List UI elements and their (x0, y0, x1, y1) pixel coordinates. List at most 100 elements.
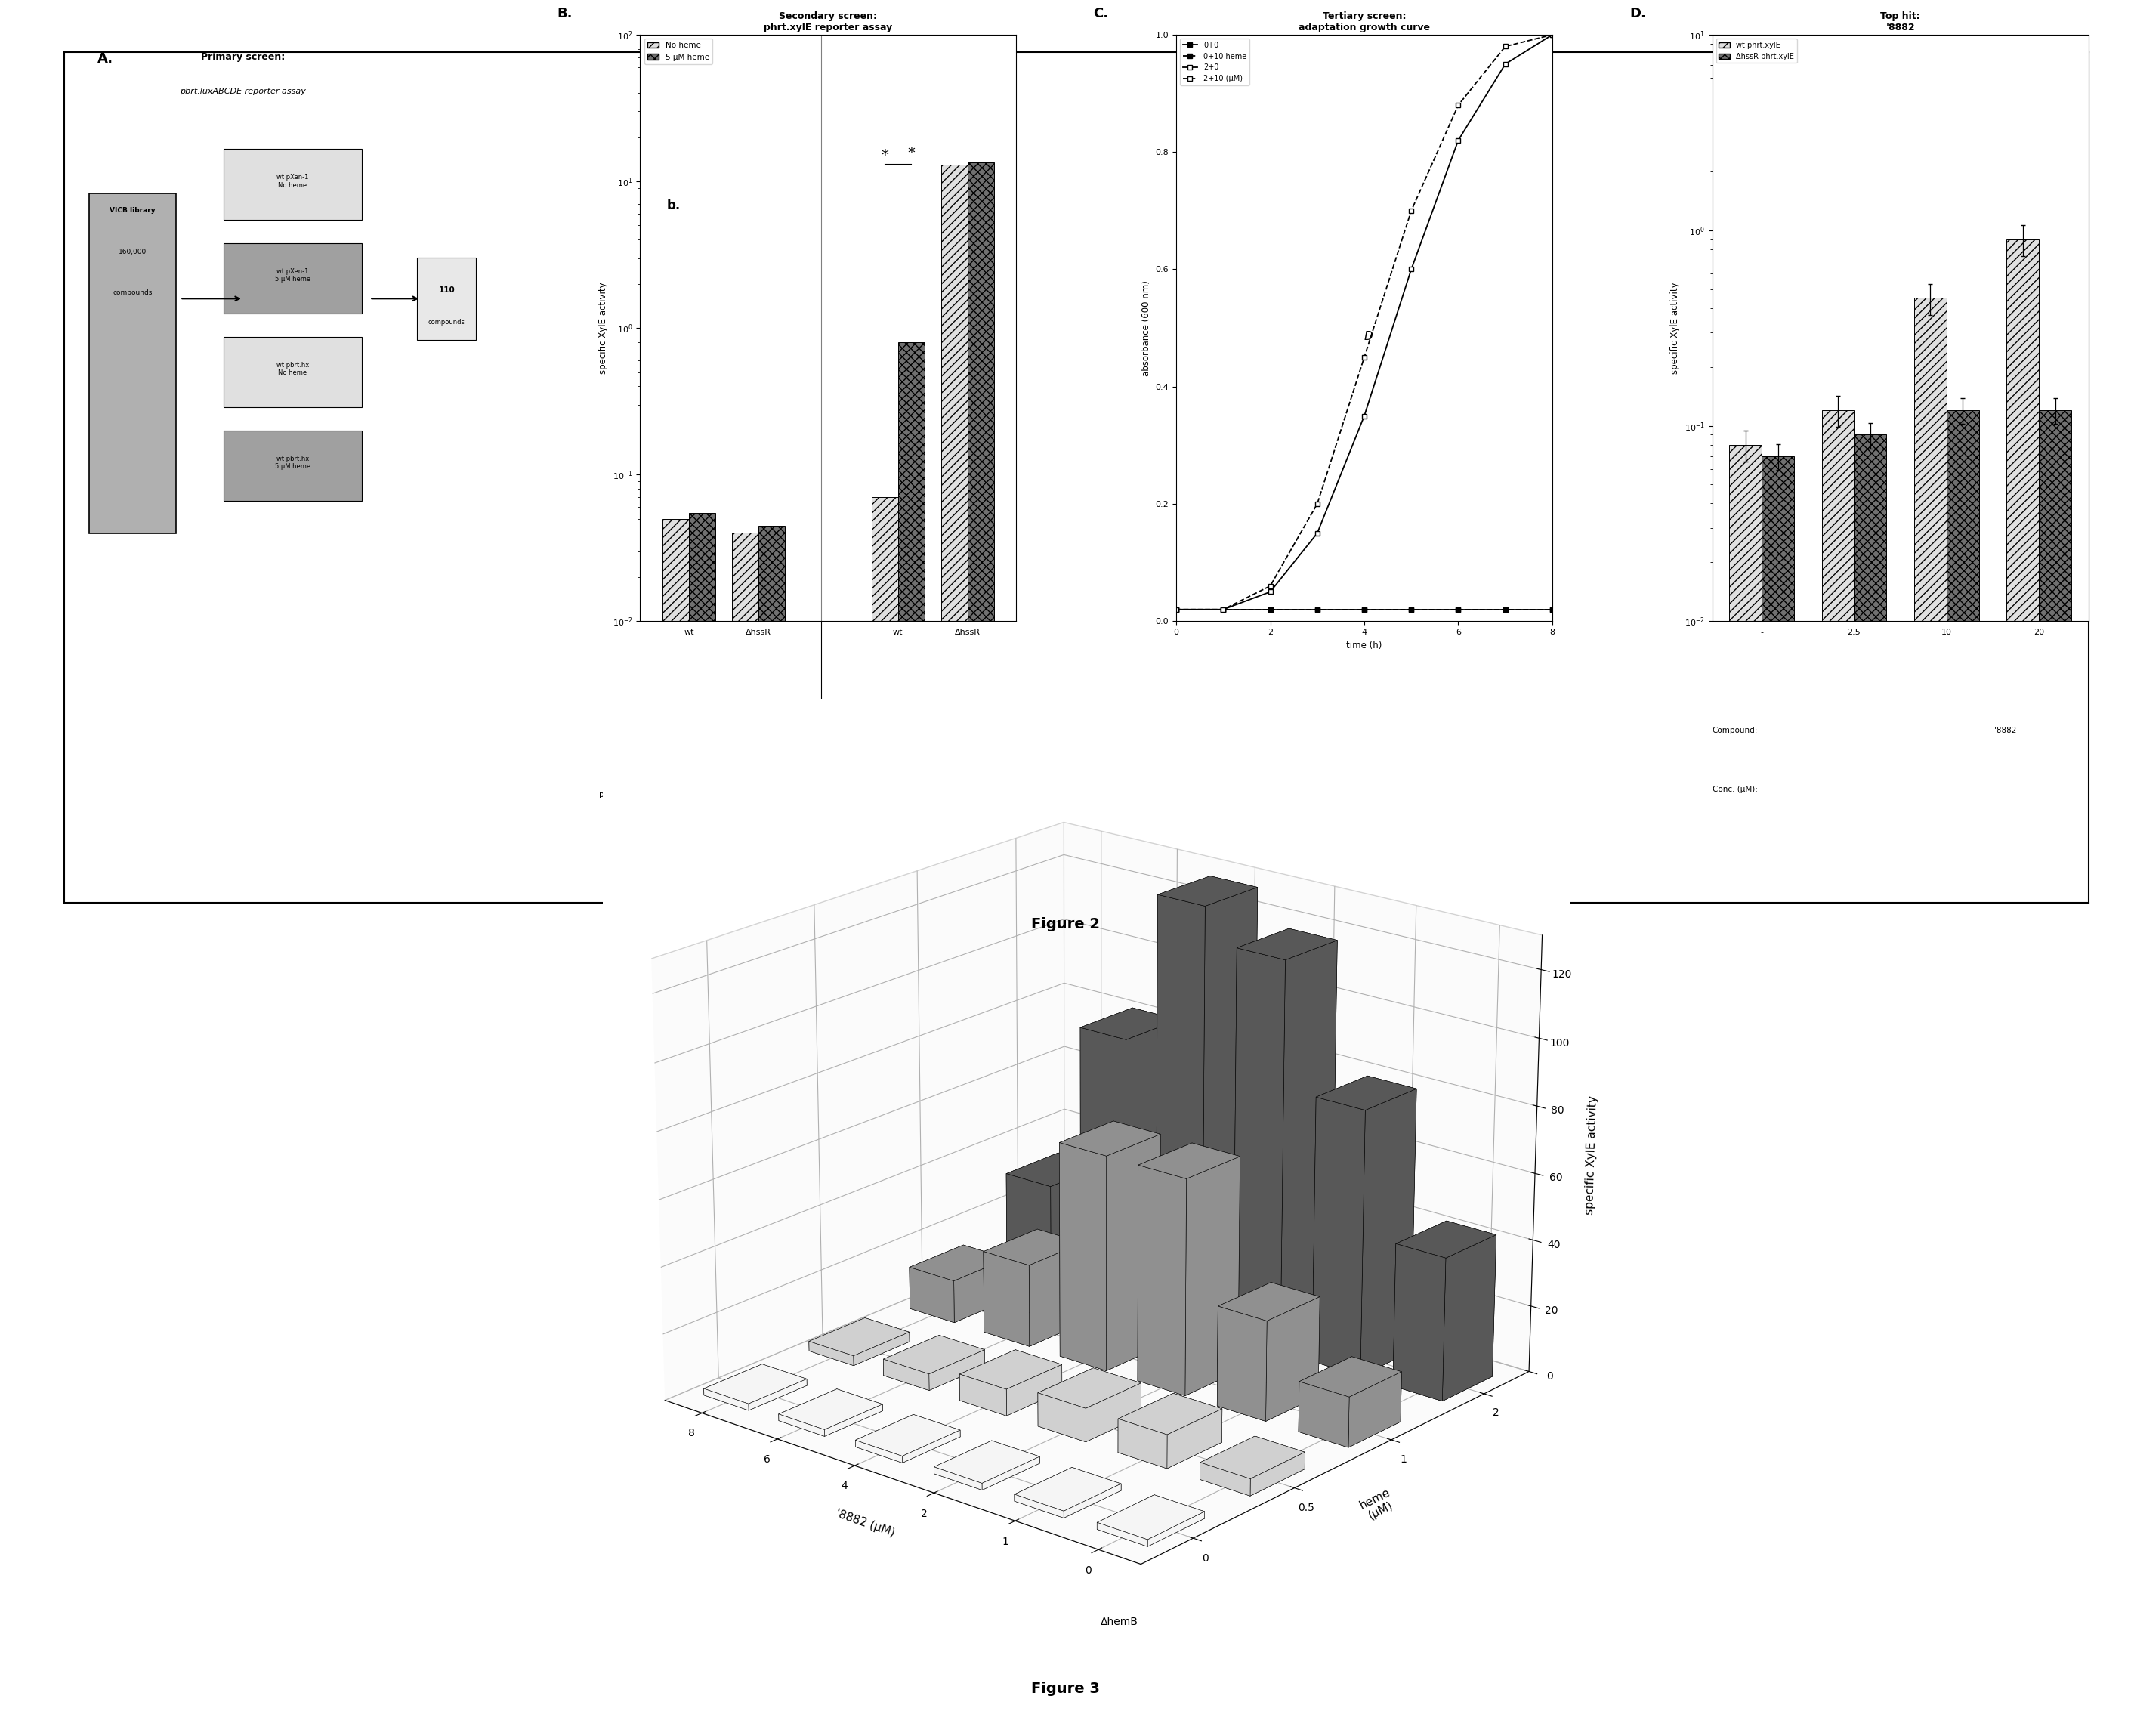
Bar (2007, 240, 2039, 1736)
0+10 heme (1164, 599, 1189, 620)
0+10 heme (1398, 599, 1424, 620)
Text: A.: A. (98, 52, 113, 66)
Text: *: * (908, 146, 914, 160)
Bar (1730, 444, 1762, 1736)
0+10 heme (1445, 599, 1470, 620)
0+0 (1257, 599, 1283, 620)
0+10 heme (1210, 599, 1236, 620)
Y-axis label: specific XylE activity: specific XylE activity (1671, 281, 1681, 373)
Bar (759, 526, 784, 1736)
0+10 heme (1492, 599, 1517, 620)
Text: D.: D. (1630, 7, 1645, 21)
Line: 2+10 (μM): 2+10 (μM) (1174, 31, 1556, 613)
Title: Secondary screen:
phrt.xylE reporter assay: Secondary screen: phrt.xylE reporter ass… (763, 12, 893, 33)
Legend: No heme, 5 μM heme: No heme, 5 μM heme (644, 38, 712, 64)
0+0 (1351, 599, 1377, 620)
Bar (733, 533, 759, 1736)
FancyBboxPatch shape (224, 149, 362, 219)
2+10 (μM) (1304, 493, 1330, 514)
Text: strain:: strain: (607, 733, 633, 740)
0+0 (1164, 599, 1189, 620)
Bar (1854, 434, 1886, 1736)
2+10 (μM) (1257, 576, 1283, 597)
Text: B.: B. (558, 7, 573, 21)
0+10 heme (1539, 599, 1564, 620)
Text: Conc. (μM):: Conc. (μM): (1711, 785, 1758, 793)
Text: wt pbrt.hx
No heme: wt pbrt.hx No heme (277, 361, 309, 377)
Text: C.: C. (1093, 7, 1108, 21)
Bar (663, 519, 688, 1736)
Bar (897, 342, 925, 1736)
Bar (942, 165, 967, 1736)
Y-axis label: absorbance (600 nm): absorbance (600 nm) (1142, 279, 1151, 377)
2+10 (μM) (1164, 599, 1189, 620)
0+0 (1492, 599, 1517, 620)
Text: plasmid:: plasmid: (599, 792, 633, 799)
2+10 (μM) (1492, 36, 1517, 57)
Bar (872, 496, 897, 1736)
Line: 0+0: 0+0 (1174, 608, 1556, 613)
Text: Compound:: Compound: (1711, 727, 1758, 734)
Text: Primary screen:: Primary screen: (200, 52, 286, 62)
Bar (1822, 410, 1854, 1736)
Bar (967, 161, 993, 1736)
Bar (688, 512, 716, 1736)
Legend: wt phrt.xylE, ΔhssR phrt.xylE: wt phrt.xylE, ΔhssR phrt.xylE (1715, 38, 1796, 62)
2+0 (1304, 523, 1330, 543)
Text: 110: 110 (439, 286, 454, 293)
2+10 (μM) (1351, 347, 1377, 368)
0+0 (1445, 599, 1470, 620)
2+0 (1398, 259, 1424, 279)
2+0 (1210, 599, 1236, 620)
0+10 heme (1351, 599, 1377, 620)
Bar (1762, 457, 1794, 1736)
Text: phrt.xylE: phrt.xylE (908, 733, 944, 740)
Text: '8882: '8882 (1995, 727, 2016, 734)
Text: pbrt.luxABCDE reporter assay: pbrt.luxABCDE reporter assay (181, 87, 307, 95)
0+0 (1398, 599, 1424, 620)
Text: wt pXen-1
5 μM heme: wt pXen-1 5 μM heme (275, 267, 311, 283)
Title: Top hit:
'8882: Top hit: '8882 (1880, 12, 1920, 33)
FancyBboxPatch shape (90, 193, 177, 533)
Y-axis label: heme
(μM): heme (μM) (1357, 1486, 1398, 1522)
0+0 (1210, 599, 1236, 620)
Text: Figure 3: Figure 3 (1031, 1680, 1100, 1696)
Text: VICB library: VICB library (109, 207, 156, 214)
Text: compounds: compounds (113, 290, 153, 297)
Text: wt pXen-1
No heme: wt pXen-1 No heme (277, 174, 309, 189)
FancyBboxPatch shape (418, 257, 475, 340)
Bar (1946, 410, 1980, 1736)
X-axis label: time (h): time (h) (1347, 641, 1383, 649)
FancyBboxPatch shape (224, 431, 362, 502)
Line: 2+0: 2+0 (1174, 31, 1556, 613)
FancyBboxPatch shape (224, 243, 362, 312)
Bar (1914, 299, 1946, 1736)
Legend: 0+0, 0+10 heme, 2+0, 2+10 (μM): 0+0, 0+10 heme, 2+0, 2+10 (μM) (1181, 38, 1249, 85)
Text: Figure 2: Figure 2 (1031, 917, 1100, 932)
X-axis label: '8882 (μM): '8882 (μM) (833, 1507, 895, 1538)
Text: D: D (1364, 330, 1372, 342)
2+10 (μM) (1398, 200, 1424, 220)
0+0 (1304, 599, 1330, 620)
2+0 (1257, 582, 1283, 602)
0+10 heme (1257, 599, 1283, 620)
2+10 (μM) (1445, 95, 1470, 116)
2+0 (1492, 54, 1517, 75)
Text: p.xylE: p.xylE (718, 733, 742, 740)
0+0 (1539, 599, 1564, 620)
Text: -: - (1918, 727, 1920, 734)
Text: b.: b. (667, 200, 680, 212)
Text: 160,000: 160,000 (119, 248, 147, 255)
FancyBboxPatch shape (224, 337, 362, 408)
2+0 (1351, 406, 1377, 427)
2+0 (1539, 24, 1564, 45)
2+0 (1164, 599, 1189, 620)
Line: 0+10 heme: 0+10 heme (1174, 608, 1556, 613)
Bar (2039, 410, 2071, 1736)
0+10 heme (1304, 599, 1330, 620)
Y-axis label: specific XylE activity: specific XylE activity (599, 281, 607, 373)
2+0 (1445, 130, 1470, 151)
Text: compounds: compounds (428, 319, 465, 325)
2+10 (μM) (1539, 24, 1564, 45)
Text: wt pbrt.hx
5 μM heme: wt pbrt.hx 5 μM heme (275, 455, 311, 470)
